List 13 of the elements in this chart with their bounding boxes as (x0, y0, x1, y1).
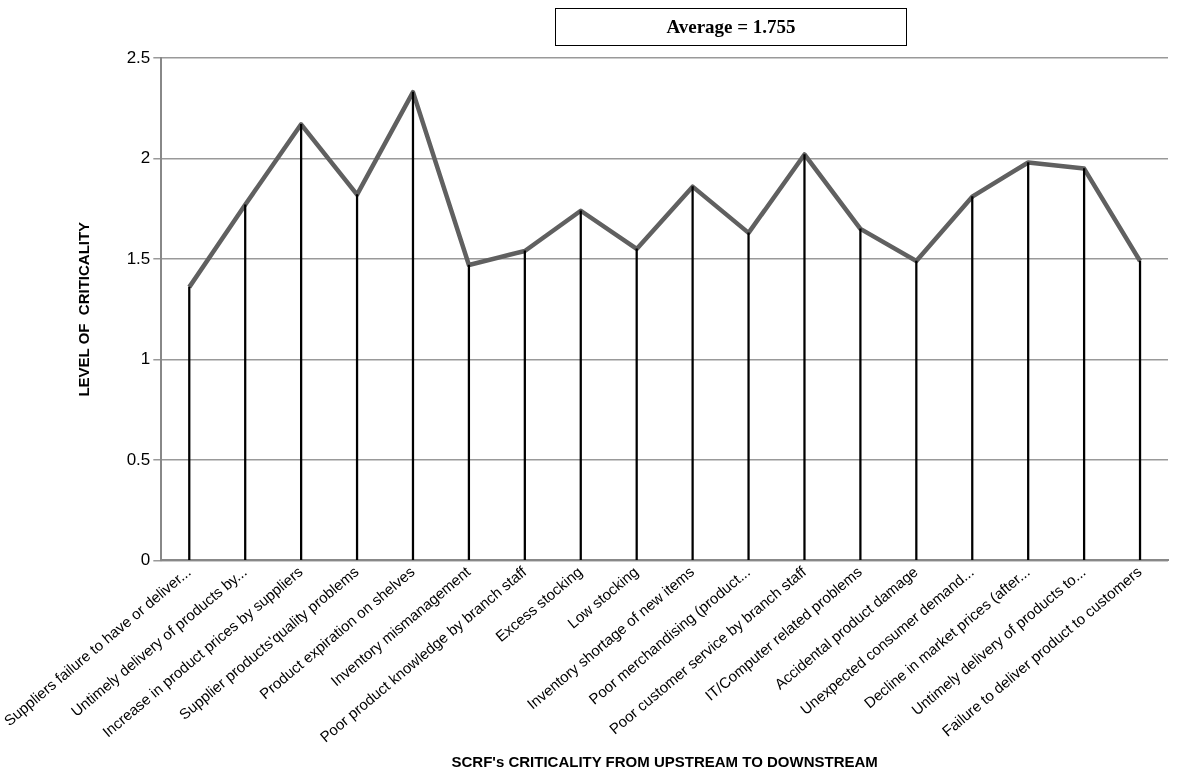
y-tick-label: 2 (140, 148, 151, 168)
y-tick-label: 1 (140, 349, 151, 369)
bar (691, 186, 694, 561)
y-tick-label: 1.5 (126, 248, 151, 268)
bar (747, 232, 750, 561)
y-tick-label: 2.5 (126, 47, 151, 67)
bar (803, 154, 806, 561)
x-axis-title: SCRF's CRITICALITY FROM UPSTREAM TO DOWNSTREAM (451, 753, 878, 771)
y-tick-label: 0.5 (126, 449, 151, 469)
y-axis-title: LEVEL OF CRITICALITY (74, 221, 92, 397)
y-tick-label: 0 (140, 550, 151, 570)
text: Average = 1.755 (555, 8, 907, 46)
bar (859, 228, 862, 561)
